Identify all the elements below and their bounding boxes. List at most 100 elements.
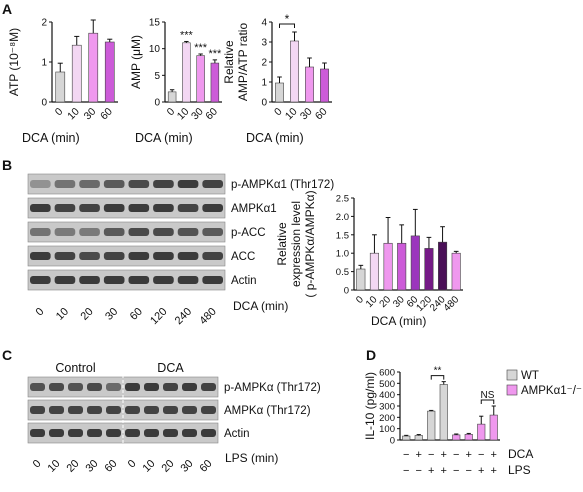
blot-band bbox=[202, 252, 223, 260]
blot-band bbox=[79, 276, 100, 284]
blot-row-label: Actin bbox=[224, 428, 250, 440]
blot-band bbox=[202, 228, 223, 236]
y-tick-label: 500 bbox=[379, 379, 395, 390]
blot-band bbox=[177, 204, 199, 212]
blot-band bbox=[30, 204, 51, 212]
blot-band bbox=[68, 429, 83, 437]
blot-band bbox=[106, 429, 121, 437]
blot-band bbox=[68, 383, 83, 391]
y-tick-label: 0 bbox=[390, 436, 395, 447]
blot-strip bbox=[27, 173, 226, 195]
blot-lane-label: 0 bbox=[126, 458, 139, 471]
significance-label: * bbox=[285, 12, 290, 26]
bar bbox=[71, 44, 82, 103]
y-tick-label: 0 bbox=[154, 98, 160, 109]
blot-band bbox=[177, 276, 199, 284]
bar bbox=[477, 423, 486, 441]
y-tick-label: 15 bbox=[149, 18, 161, 29]
blot-band bbox=[144, 429, 159, 437]
blot-band bbox=[49, 429, 64, 437]
bar bbox=[275, 82, 284, 103]
dca-sign: + bbox=[416, 449, 422, 461]
bar bbox=[402, 435, 411, 441]
bar bbox=[427, 410, 436, 441]
row-label-lps: LPS bbox=[508, 463, 531, 477]
blot-band bbox=[202, 276, 223, 284]
significance-label: *** bbox=[208, 48, 222, 60]
blot-strip bbox=[27, 269, 226, 291]
x-tick-label: 30 bbox=[82, 106, 99, 123]
x-axis-label: DCA (min) bbox=[371, 314, 426, 328]
blot-strip bbox=[27, 221, 226, 243]
lps-sign: − bbox=[453, 465, 459, 477]
y-tick-label: 1.5 bbox=[336, 230, 349, 241]
y-axis-label: ( p-AMPKα/AMPKα) bbox=[303, 190, 317, 297]
bar bbox=[424, 248, 434, 291]
blot-band bbox=[106, 406, 121, 414]
panel-letter-b: B bbox=[2, 157, 12, 173]
blot-band bbox=[30, 252, 51, 260]
blot-band bbox=[106, 383, 121, 391]
blot-x-label: LPS (min) bbox=[225, 451, 278, 465]
blot-band bbox=[153, 180, 174, 188]
blot-row-label: p-ACC bbox=[231, 227, 266, 239]
blot-band bbox=[79, 204, 100, 212]
blot-band bbox=[79, 252, 100, 260]
blot-band bbox=[30, 429, 45, 437]
row-label-dca: DCA bbox=[508, 447, 533, 461]
blot-band bbox=[201, 429, 216, 437]
blot-band bbox=[125, 383, 140, 391]
bar bbox=[438, 241, 448, 291]
blot-band bbox=[128, 180, 150, 188]
significance-label: NS bbox=[481, 390, 495, 401]
blot-band bbox=[87, 429, 102, 437]
y-axis-label: AMP/ATP ratio bbox=[236, 23, 250, 102]
blot-band bbox=[163, 429, 178, 437]
lps-sign: + bbox=[428, 465, 434, 477]
bar bbox=[383, 242, 393, 291]
y-tick-label: 1.0 bbox=[336, 249, 349, 260]
blot-lane-label: 60 bbox=[128, 306, 145, 323]
blot-band bbox=[144, 383, 159, 391]
blot-band bbox=[153, 252, 174, 260]
blot-lane-label: 20 bbox=[159, 458, 176, 475]
y-tick-label: 2.5 bbox=[336, 194, 349, 205]
x-tick-label: 0 bbox=[272, 106, 285, 119]
blot-band bbox=[128, 252, 150, 260]
blot-lane-label: 10 bbox=[45, 458, 62, 475]
panel-letter-c: C bbox=[2, 347, 12, 363]
legend-swatch bbox=[506, 369, 518, 381]
x-tick-label: 60 bbox=[203, 106, 220, 123]
bar bbox=[369, 252, 379, 291]
bar bbox=[290, 40, 299, 103]
y-tick-label: 300 bbox=[379, 402, 395, 413]
y-tick-label: 2 bbox=[261, 58, 267, 69]
bar bbox=[55, 71, 66, 103]
dca-sign: − bbox=[428, 449, 434, 461]
lps-sign: − bbox=[416, 465, 422, 477]
blot-row-label: p-AMPKα (Thr172) bbox=[224, 382, 321, 394]
significance-bracket bbox=[480, 399, 495, 404]
lps-sign: + bbox=[478, 465, 484, 477]
blot-band bbox=[103, 180, 125, 188]
bar bbox=[320, 68, 329, 103]
blot-lane-label: 60 bbox=[102, 458, 119, 475]
y-tick-label: 100 bbox=[379, 424, 395, 435]
blot-strip bbox=[27, 245, 226, 267]
blot-band bbox=[30, 228, 51, 236]
blot-band bbox=[144, 406, 159, 414]
blot-lane-label: 0 bbox=[34, 306, 47, 319]
y-tick-label: 200 bbox=[379, 413, 395, 424]
y-tick-label: 0 bbox=[344, 286, 349, 297]
bar bbox=[464, 434, 473, 441]
y-tick-label: 400 bbox=[379, 390, 395, 401]
blot-band bbox=[177, 180, 199, 188]
blot-row-label: ACC bbox=[231, 251, 255, 263]
x-axis-label: DCA (min) bbox=[246, 131, 304, 145]
blot-row-label: Actin bbox=[231, 275, 257, 287]
group-label: Control bbox=[55, 361, 95, 375]
blot-x-label: DCA (min) bbox=[233, 299, 288, 313]
blot-lane-label: 0 bbox=[31, 458, 44, 471]
